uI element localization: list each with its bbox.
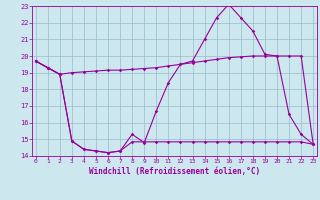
X-axis label: Windchill (Refroidissement éolien,°C): Windchill (Refroidissement éolien,°C) (89, 167, 260, 176)
